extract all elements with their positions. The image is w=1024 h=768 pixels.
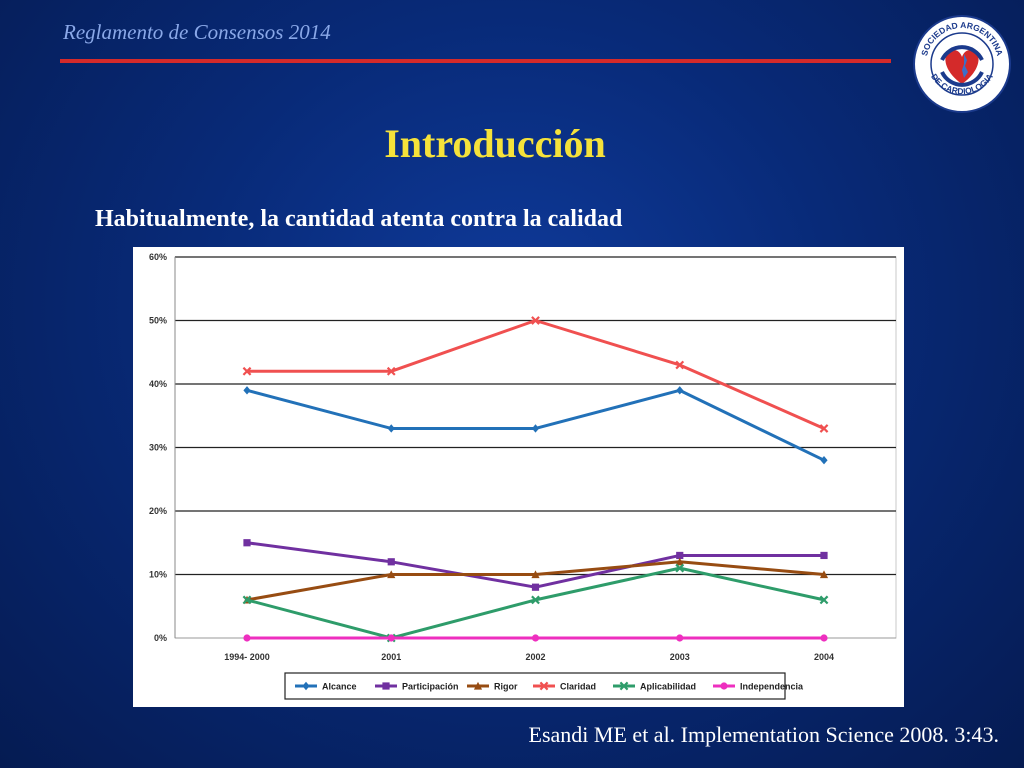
data-point-participacion xyxy=(243,539,251,547)
slide-title: Introducción xyxy=(384,121,606,166)
legend-label-rigor: Rigor xyxy=(494,682,518,692)
legend-label-claridad: Claridad xyxy=(560,682,596,692)
society-logo: SOCIEDAD ARGENTINA DE CARDIOLOGIA xyxy=(913,15,1011,113)
legend-marker-alcance xyxy=(302,681,310,691)
y-tick-label: 50% xyxy=(149,316,167,326)
data-point-claridad xyxy=(386,366,396,376)
data-point-aplicabilidad xyxy=(531,595,540,605)
header-title: Reglamento de Consensos 2014 xyxy=(63,20,331,44)
line-chart-panel: 0% 10% 20% 30% 40% 50% 60% 1994- 2000 2001 2002 20… xyxy=(133,247,904,707)
x-tick-label: 2001 xyxy=(381,652,401,662)
header-rule xyxy=(60,59,891,63)
data-point-alcance xyxy=(243,386,251,395)
data-point-independencia xyxy=(243,634,251,642)
data-point-claridad xyxy=(242,366,252,376)
slide-subtitle: Habitualmente, la cantidad atenta contra… xyxy=(95,206,623,232)
data-point-alcance xyxy=(676,386,684,395)
legend-marker-rigor xyxy=(473,681,483,690)
data-point-claridad xyxy=(675,360,685,370)
data-point-alcance xyxy=(531,424,540,433)
data-point-rigor xyxy=(675,557,684,566)
legend-marker-claridad xyxy=(539,681,549,691)
line-chart: 0% 10% 20% 30% 40% 50% 60% 1994- 2000 2001 2002 20… xyxy=(149,252,897,700)
data-point-rigor xyxy=(387,570,396,579)
y-tick-label: 60% xyxy=(149,252,167,262)
series-line-aplicabilidad xyxy=(246,566,825,640)
x-tick-label: 2003 xyxy=(670,652,690,662)
data-point-participacion xyxy=(820,551,828,560)
legend-marker-participacion xyxy=(382,682,390,690)
legend-marker-independencia xyxy=(720,682,728,690)
citation: Esandi ME et al. Implementation Science … xyxy=(528,722,999,747)
data-point-aplicabilidad xyxy=(819,595,829,605)
data-point-participacion xyxy=(387,558,395,566)
data-point-independencia xyxy=(820,634,828,642)
data-point-rigor xyxy=(819,570,829,579)
data-point-rigor xyxy=(531,570,540,579)
data-point-independencia xyxy=(531,634,540,642)
data-point-aplicabilidad xyxy=(242,595,252,605)
data-point-aplicabilidad xyxy=(675,563,685,573)
legend-label-alcance: Alcance xyxy=(322,682,357,692)
legend-label-independencia: Independencia xyxy=(740,682,804,692)
legend-label-aplicabilidad: Aplicabilidad xyxy=(640,682,696,692)
data-point-claridad xyxy=(819,424,829,433)
x-tick-label: 2004 xyxy=(814,652,834,662)
legend-marker-aplicabilidad xyxy=(619,681,629,691)
legend-label-participacion: Participación xyxy=(402,682,459,692)
y-tick-label: 20% xyxy=(149,506,167,516)
y-tick-label: 30% xyxy=(149,443,167,453)
data-point-independencia xyxy=(676,634,684,642)
y-tick-label: 40% xyxy=(149,379,167,389)
data-point-participacion xyxy=(531,583,540,591)
y-tick-label: 0% xyxy=(154,633,167,643)
y-tick-label: 10% xyxy=(149,570,167,580)
data-point-claridad xyxy=(531,316,540,325)
data-point-alcance xyxy=(820,456,828,465)
data-point-independencia xyxy=(387,634,395,642)
data-point-participacion xyxy=(676,551,684,560)
x-tick-label: 2002 xyxy=(525,652,545,662)
x-tick-label: 1994- 2000 xyxy=(224,652,270,662)
data-point-alcance xyxy=(387,424,395,433)
